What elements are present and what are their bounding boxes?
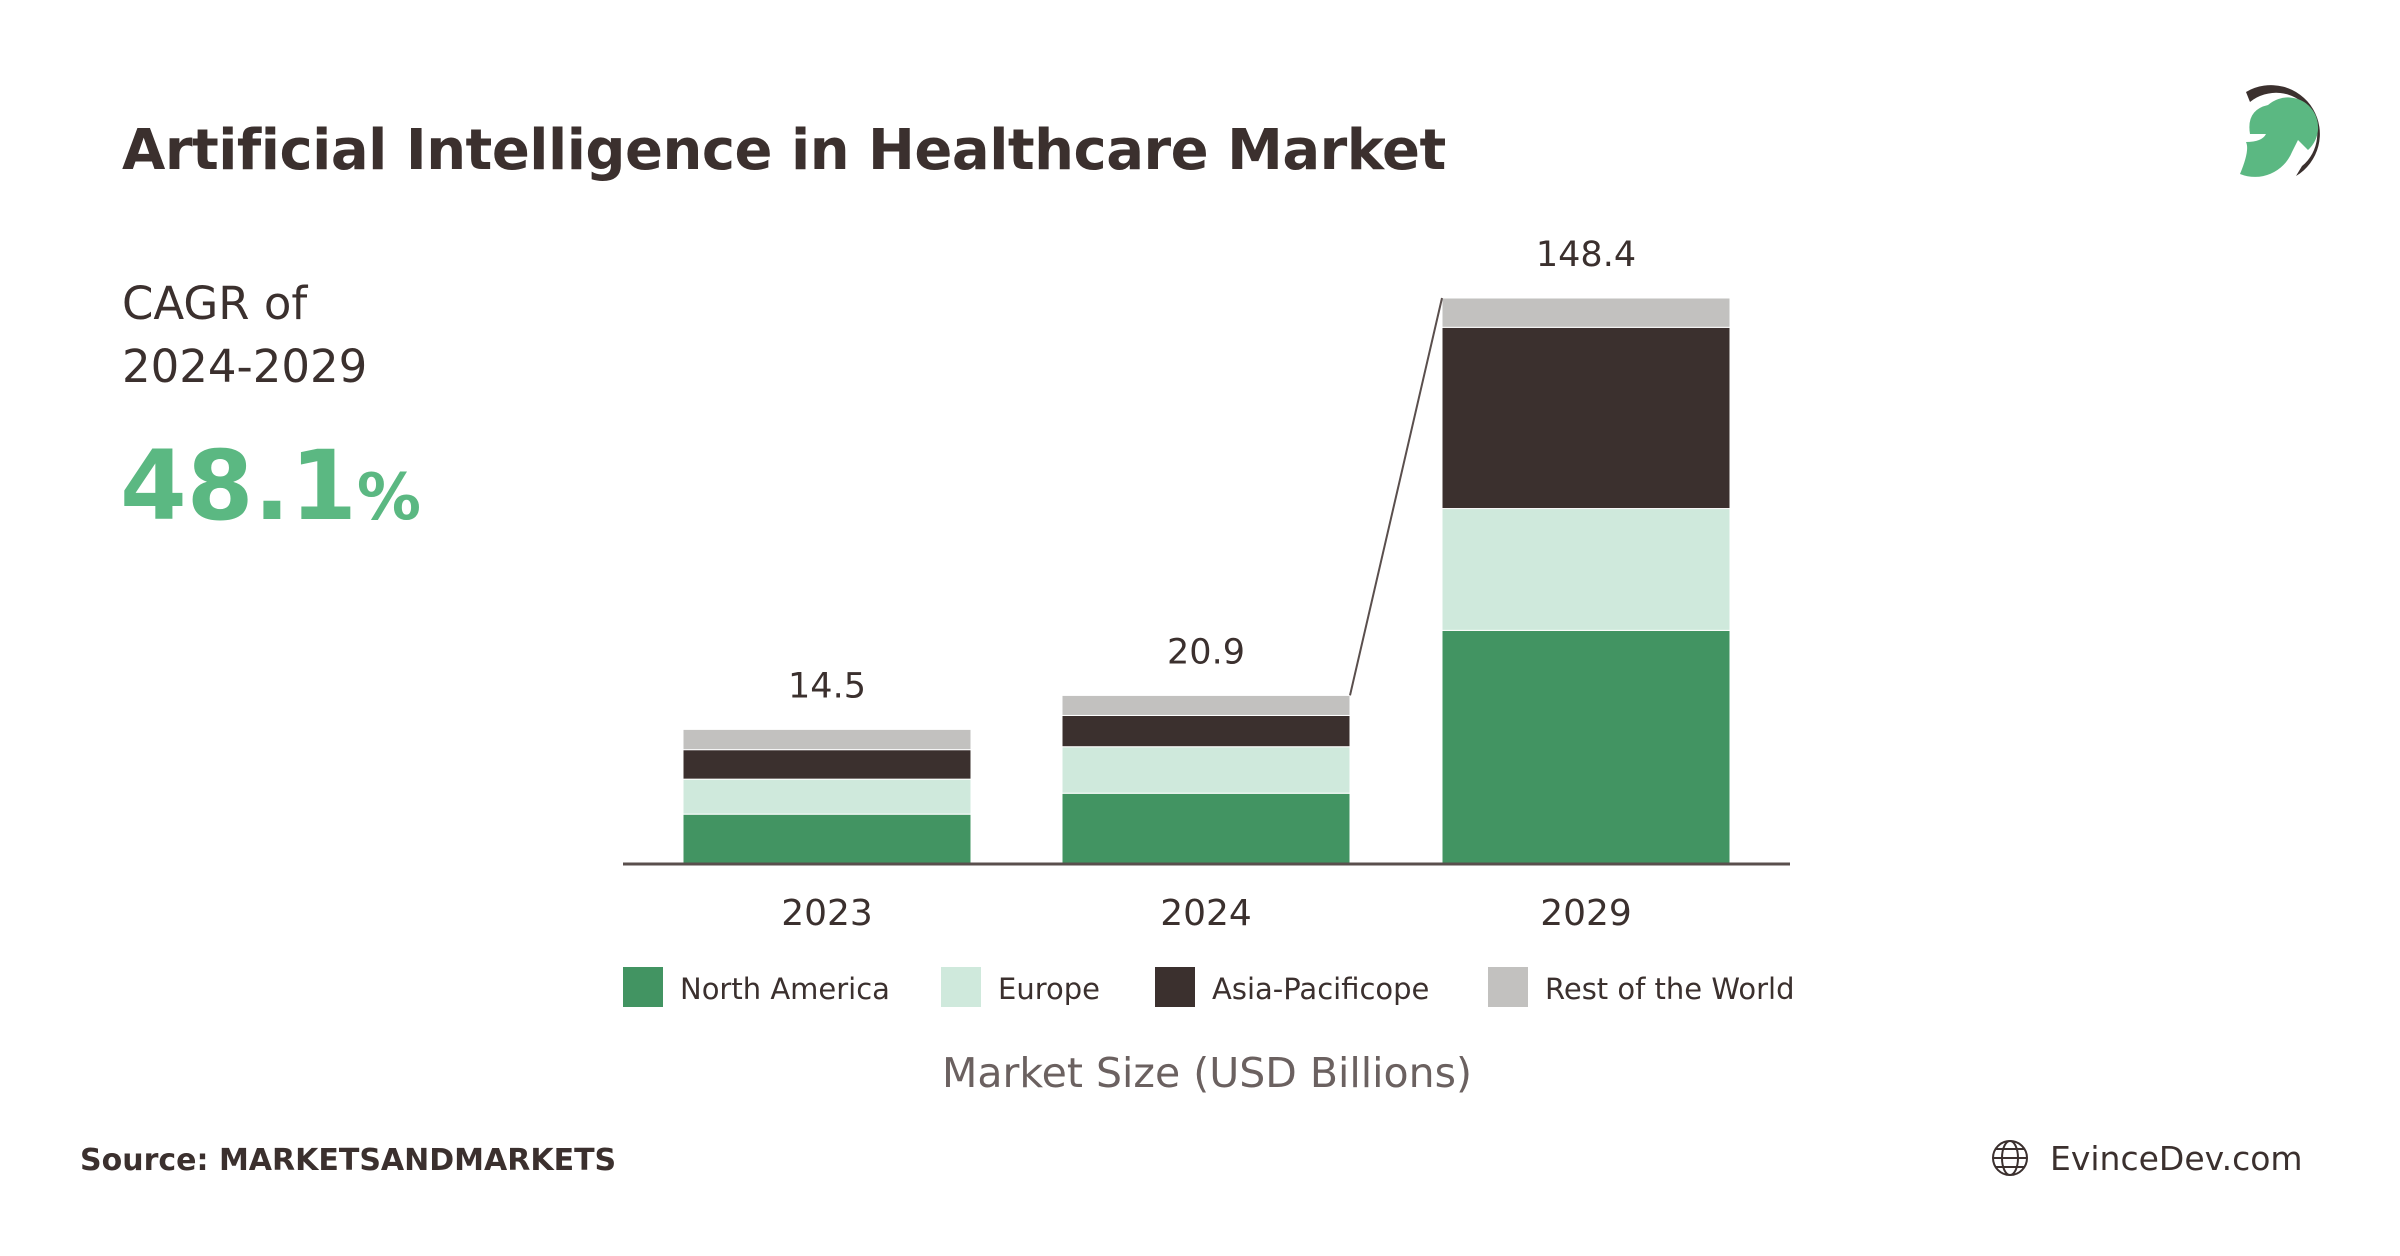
site-text: EvinceDev.com [2050, 1138, 2303, 1178]
bar-segment-2029-europe [1441, 508, 1731, 631]
cagr-number: 48.1 [120, 430, 357, 542]
legend-label-1: Europe [998, 972, 1100, 1006]
cagr-value: 48.1% [120, 430, 421, 542]
cagr-label-line2: 2024-2029 [122, 340, 368, 393]
cagr-label-line1: CAGR of [122, 277, 308, 330]
cagr-label: CAGR of 2024-2029 [122, 272, 367, 398]
data-label-2024: 20.9 [1167, 632, 1245, 672]
bar-segment-2024-europe [1061, 746, 1351, 794]
legend-swatch-2 [1155, 967, 1195, 1007]
cagr-unit: % [356, 461, 421, 535]
bar-segment-2024-rest-of-the-world [1061, 694, 1351, 716]
x-tick-label-2029: 2029 [1540, 893, 1632, 934]
source-text: Source: MARKETSANDMARKETS [80, 1143, 617, 1178]
bar-segment-2029-north-america [1441, 629, 1731, 864]
globe-icon [1992, 1140, 2028, 1176]
page-title: Artificial Intelligence in Healthcare Ma… [122, 118, 1446, 183]
legend-label-3: Rest of the World [1545, 972, 1794, 1006]
bar-segment-2023-asia-pacificope [682, 749, 972, 780]
legend-label-2: Asia-Pacificope [1212, 972, 1429, 1006]
bar-segment-2029-asia-pacificope [1441, 326, 1731, 510]
data-label-2023: 14.5 [788, 666, 866, 706]
data-label-2029: 148.4 [1536, 235, 1636, 275]
bar-segment-2023-north-america [682, 813, 972, 864]
x-tick-label-2023: 2023 [781, 893, 873, 934]
bar-segment-2029-rest-of-the-world [1441, 297, 1731, 328]
x-tick-label-2024: 2024 [1160, 893, 1252, 934]
legend-swatch-0 [623, 967, 663, 1007]
bar-segment-2024-asia-pacificope [1061, 714, 1351, 748]
legend-swatch-1 [941, 967, 981, 1007]
bar-segment-2024-north-america [1061, 792, 1351, 864]
bar-segment-2023-europe [682, 778, 972, 815]
bar-segment-2023-rest-of-the-world [682, 728, 972, 751]
growth-connector-line [1349, 297, 1443, 696]
site-link[interactable]: EvinceDev.com [1990, 1138, 2303, 1178]
x-axis-title: Market Size (USD Billions) [942, 1049, 1472, 1097]
evincedev-logo-icon [2240, 85, 2320, 177]
legend-swatch-3 [1488, 967, 1528, 1007]
legend-label-0: North America [680, 972, 890, 1006]
